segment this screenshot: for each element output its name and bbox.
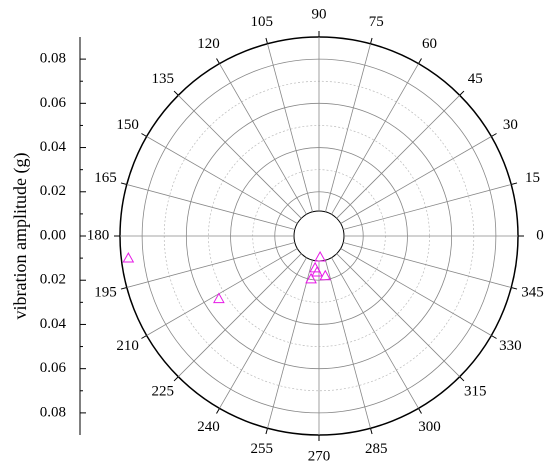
theta-tick-label: 210 [116,338,139,354]
theta-tick-label: 15 [525,170,540,186]
theta-tick-label: 285 [365,441,388,457]
theta-tick-label: 45 [468,71,483,87]
theta-tick-label: 330 [499,338,522,354]
theta-tick [265,37,268,44]
spoke [178,253,302,377]
theta-tick [491,335,497,339]
spoke [267,260,313,429]
theta-tick [511,182,518,185]
theta-tick [418,58,422,64]
theta-tick-label: 0 [536,227,544,243]
theta-tick-label: 60 [422,36,437,52]
spoke [325,43,371,212]
y-axis-label: vibration amplitude (g) [10,153,31,320]
theta-tick [141,133,147,137]
theta-tick-label: 150 [116,117,139,133]
theta-tick [370,428,373,435]
theta-tick [459,90,465,96]
point [314,250,326,262]
theta-tick-label: 135 [151,71,174,87]
spoke [219,63,307,215]
point [305,272,317,284]
point [122,252,135,263]
theta-tick-label: 180 [87,227,110,243]
spoke [343,242,512,288]
theta-tick-label: 240 [197,419,220,435]
theta-tick [265,428,268,435]
theta-tick [418,408,422,414]
r-tick-label: 0.00 [40,227,66,243]
theta-tick [120,182,127,185]
spoke [340,136,492,224]
spoke [178,95,302,219]
spoke [126,184,295,230]
r-tick-label: 0.02 [40,183,66,199]
theta-tick [370,37,373,44]
spoke [336,253,460,377]
r-tick-label: 0.04 [40,316,67,332]
r-tick-label: 0.02 [40,272,66,288]
spoke [343,184,512,230]
theta-tick [511,287,518,290]
theta-tick-label: 315 [464,384,487,400]
spoke [340,248,492,336]
point [309,261,321,273]
r-tick-label: 0.04 [40,139,67,155]
theta-tick-label: 75 [369,14,384,30]
r-tick-label: 0.06 [40,95,67,111]
theta-tick [216,408,220,414]
theta-tick [141,335,147,339]
theta-tick-label: 165 [94,170,117,186]
theta-tick-label: 345 [521,285,544,301]
spoke [325,260,371,429]
spoke [126,242,295,288]
theta-tick-label: 270 [308,448,331,464]
point [213,292,225,304]
theta-tick-label: 90 [312,6,327,22]
spoke [146,136,298,224]
spoke [331,257,419,409]
r-tick-label: 0.08 [40,404,66,420]
theta-tick-label: 195 [94,285,117,301]
point [319,269,332,281]
spoke [336,95,460,219]
spoke [219,257,307,409]
theta-tick-label: 105 [251,14,274,30]
theta-tick-label: 30 [503,117,518,133]
spoke [146,248,298,336]
theta-tick-label: 255 [251,441,274,457]
theta-tick [173,376,179,382]
theta-tick [216,58,220,64]
theta-tick-label: 120 [197,36,220,52]
theta-tick [491,133,497,137]
r-tick-label: 0.06 [40,360,67,376]
spoke [267,43,313,212]
theta-tick [173,90,179,96]
theta-tick [459,376,465,382]
spoke [331,63,419,215]
theta-tick [120,287,127,290]
theta-tick-label: 300 [418,419,441,435]
theta-tick-label: 225 [151,384,174,400]
r-tick-label: 0.08 [40,51,66,67]
